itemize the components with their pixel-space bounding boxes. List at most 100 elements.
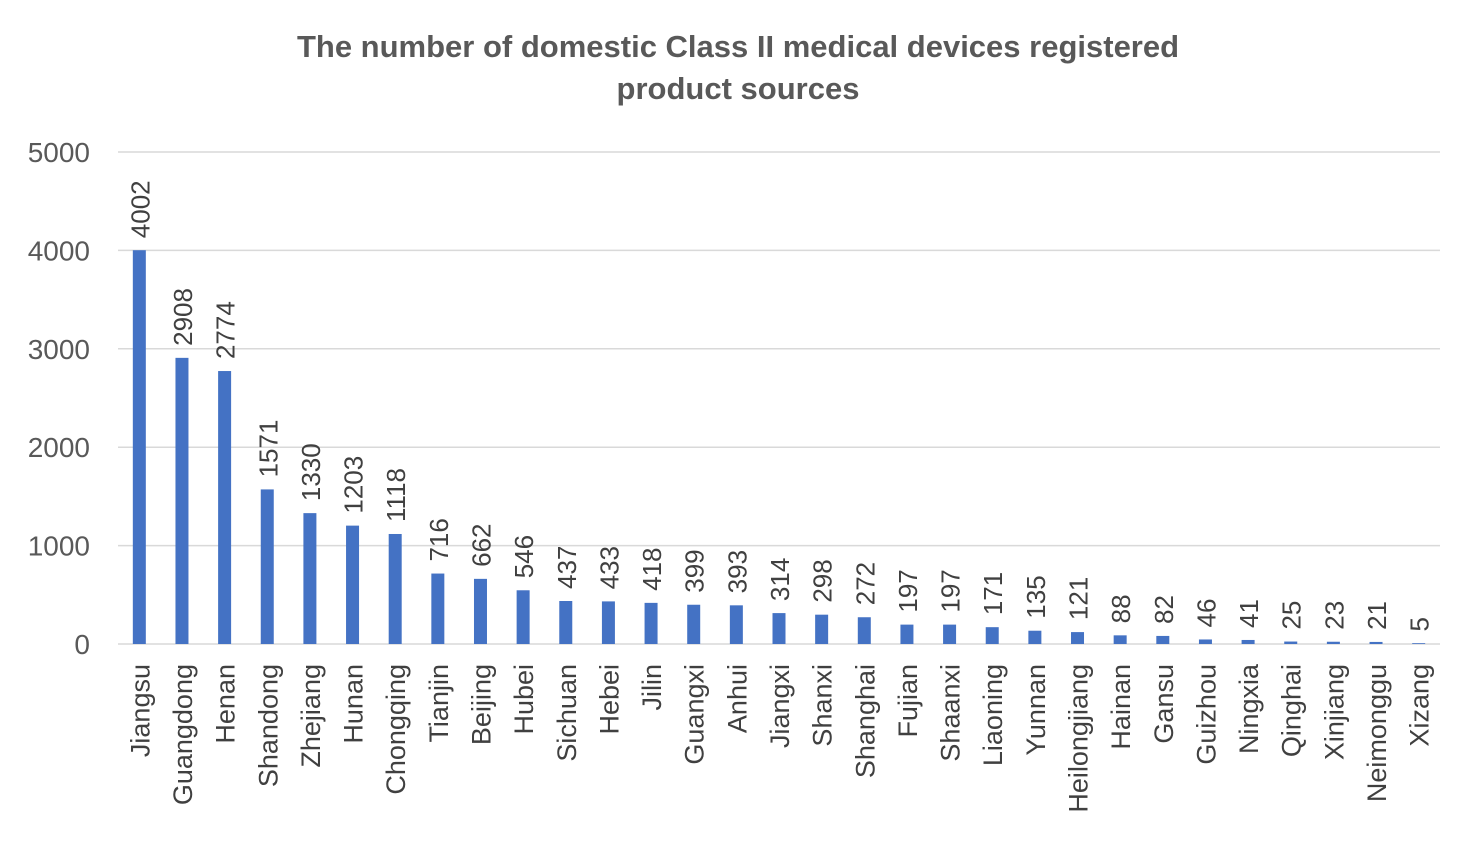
data-label: 171 (978, 572, 1008, 615)
x-tick-label: Xinjiang (1319, 664, 1349, 760)
data-label: 23 (1319, 601, 1349, 630)
x-tick-label: Hainan (1106, 664, 1136, 750)
y-tick-label: 0 (74, 629, 90, 660)
x-tick-label: Henan (211, 664, 241, 744)
data-label: 418 (637, 547, 667, 590)
data-label: 197 (936, 569, 966, 612)
x-tick-label: Jilin (637, 664, 667, 711)
bar (473, 578, 487, 644)
bar (1156, 635, 1170, 644)
chart-title: The number of domestic Class II medical … (297, 29, 1179, 106)
data-label: 197 (893, 569, 923, 612)
data-label: 662 (466, 523, 496, 566)
bar (1284, 641, 1298, 644)
data-label: 716 (424, 518, 454, 561)
bar (1241, 639, 1255, 644)
bar (431, 573, 445, 644)
x-tick-label: Jiangxi (765, 664, 795, 748)
bar (985, 627, 999, 644)
x-tick-label: Qinghai (1277, 664, 1307, 757)
x-tick-label: Guizhou (1191, 664, 1221, 765)
bar (175, 357, 189, 644)
bar (1028, 630, 1042, 644)
data-label: 1203 (339, 456, 369, 514)
bar (218, 371, 232, 644)
x-tick-label: Heilongjiang (1064, 664, 1094, 813)
x-axis: Jiangsu Guangdong Henan Shandong Zhejiang Hun… (125, 663, 1434, 813)
data-label: 272 (850, 562, 880, 605)
bar (132, 250, 146, 645)
data-label: 135 (1021, 575, 1051, 618)
data-label: 1571 (253, 420, 283, 478)
x-tick-label: Yunnan (1021, 664, 1051, 756)
data-label: 298 (808, 559, 838, 602)
x-tick-label: Shaanxi (936, 664, 966, 762)
bar (943, 624, 957, 644)
bar (729, 605, 743, 644)
bar (687, 604, 701, 644)
x-tick-label: Shanghai (850, 664, 880, 778)
data-label: 314 (765, 558, 795, 601)
data-label: 5 (1405, 617, 1435, 631)
x-tick-label: Beijing (466, 664, 496, 745)
x-tick-label: Liaoning (978, 664, 1008, 766)
bar (1198, 639, 1212, 644)
data-label: 41 (1234, 599, 1264, 628)
x-tick-label: Ningxia (1234, 663, 1264, 754)
bar (900, 624, 914, 644)
y-tick-label: 5000 (28, 137, 90, 168)
chart-title-line-2: product sources (617, 71, 860, 106)
x-tick-label: Jiangsu (125, 664, 155, 757)
bars (132, 250, 1426, 645)
data-label: 46 (1191, 599, 1221, 628)
bar (1326, 641, 1340, 644)
x-tick-label: Shandong (253, 664, 283, 787)
y-tick-label: 1000 (28, 531, 90, 562)
chart-title-line-1: The number of domestic Class II medical … (297, 29, 1179, 64)
data-label: 546 (509, 535, 539, 578)
data-label: 121 (1064, 577, 1094, 620)
data-label: 4002 (125, 180, 155, 238)
x-tick-label: Tianjin (424, 664, 454, 743)
x-tick-label: Chongqing (381, 664, 411, 795)
y-tick-label: 3000 (28, 334, 90, 365)
bar (559, 600, 573, 644)
data-label: 1118 (381, 468, 411, 522)
bar (601, 601, 615, 644)
bar (1113, 635, 1127, 644)
data-label: 21 (1362, 601, 1392, 630)
x-tick-label: Anhui (722, 664, 752, 733)
bar (260, 489, 274, 644)
y-tick-label: 2000 (28, 432, 90, 463)
data-label: 25 (1277, 601, 1307, 630)
x-tick-label: Hunan (339, 664, 369, 744)
bar (516, 590, 530, 644)
data-label: 393 (722, 550, 752, 593)
x-tick-label: Gansu (1149, 664, 1179, 744)
data-label: 437 (552, 546, 582, 589)
x-tick-label: Guangxi (680, 664, 710, 765)
x-tick-label: Hubei (509, 664, 539, 735)
data-label: 399 (680, 549, 710, 592)
x-tick-label: Neimonggu (1362, 664, 1392, 802)
x-tick-label: Xizang (1405, 664, 1435, 747)
bar (857, 617, 871, 644)
bar (815, 614, 829, 644)
x-tick-label: Zhejiang (296, 664, 326, 768)
y-axis: 0 1000 2000 3000 4000 5000 (28, 137, 90, 660)
bar (1071, 632, 1085, 644)
data-label: 82 (1149, 595, 1179, 624)
data-label: 88 (1106, 594, 1136, 623)
data-label: 2908 (168, 288, 198, 346)
x-tick-label: Shanxi (808, 664, 838, 747)
bar (346, 525, 360, 644)
data-label: 2774 (211, 301, 241, 359)
bar (1369, 641, 1383, 644)
data-label: 1330 (296, 443, 326, 501)
bar (1412, 643, 1426, 644)
y-tick-label: 4000 (28, 235, 90, 266)
x-tick-label: Guangdong (168, 664, 198, 805)
